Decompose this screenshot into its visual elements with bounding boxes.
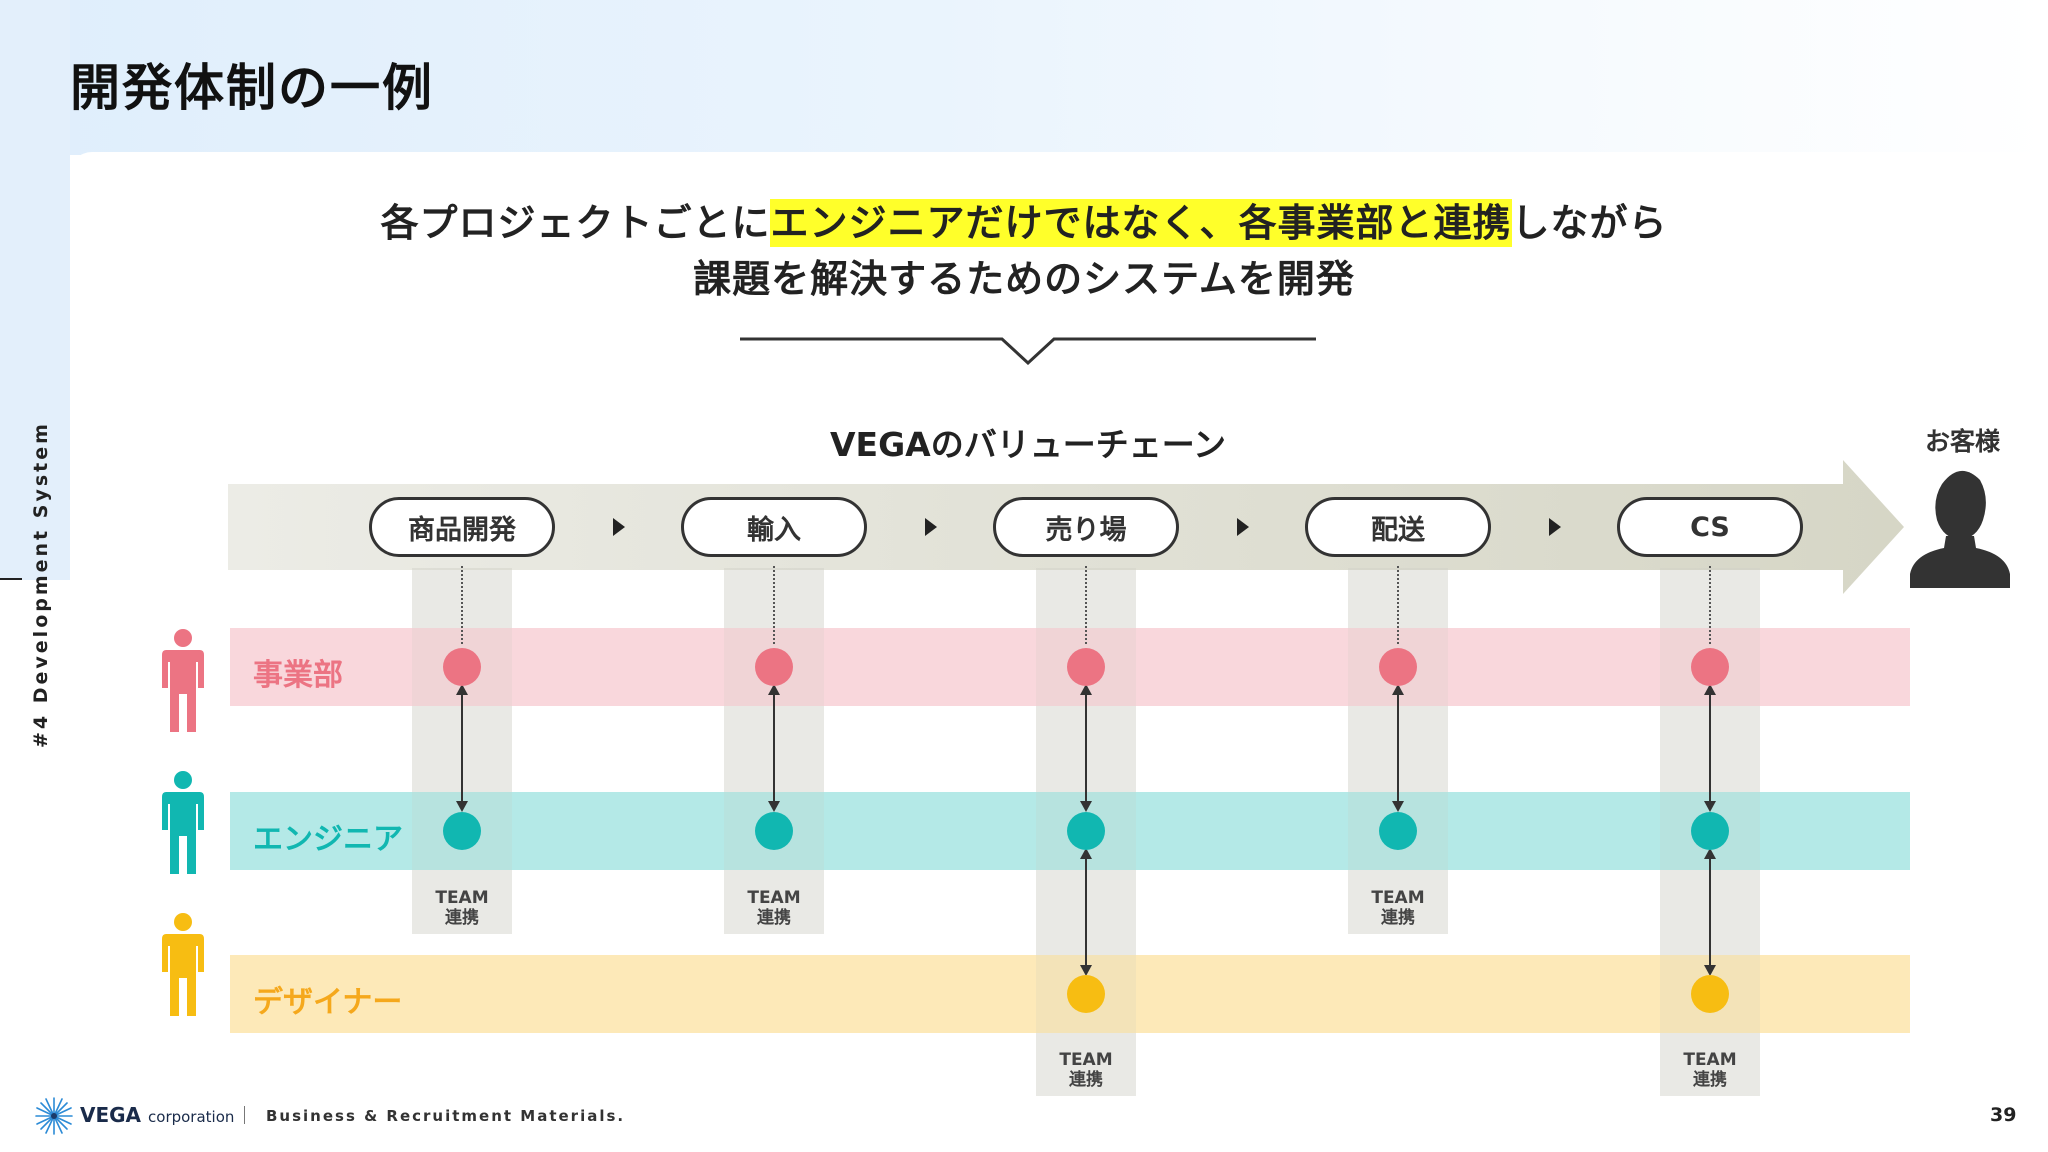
side-section-label: #4 Development System	[30, 421, 52, 748]
team-label-5-line1: TEAM	[1683, 1050, 1737, 1070]
value-chain-title: VEGAのバリューチェーン	[830, 425, 1227, 464]
arrowhead-up-1a	[456, 684, 468, 695]
business-dot-3	[1067, 648, 1105, 686]
arrowhead-down-1a	[456, 801, 468, 812]
headline-highlight: エンジニアだけではなく、各事業部と連携	[770, 199, 1512, 247]
arrowhead-up-4a	[1392, 684, 1404, 695]
arrowhead-down-2a	[768, 801, 780, 812]
arrowhead-up-5a	[1704, 684, 1716, 695]
business-dot-5	[1691, 648, 1729, 686]
arrowhead-up-3a	[1080, 684, 1092, 695]
team-label-1: TEAM 連携	[412, 888, 512, 928]
customer-label: お客様	[1925, 427, 2001, 456]
dotted-line-4	[1397, 566, 1399, 644]
stage-arrow-4	[1549, 518, 1561, 536]
team-label-2: TEAM 連携	[724, 888, 824, 928]
row-label-designer: デザイナー	[253, 985, 403, 1020]
engineer-dot-3	[1067, 812, 1105, 850]
team-label-1-line2: 連携	[445, 908, 479, 928]
connector-biz-eng-2	[773, 684, 775, 810]
arrowhead-up-3b	[1080, 848, 1092, 859]
business-dot-1	[443, 648, 481, 686]
team-label-3-line1: TEAM	[1059, 1050, 1113, 1070]
dotted-line-1	[461, 566, 463, 644]
engineer-dot-2	[755, 812, 793, 850]
side-tick	[0, 578, 22, 580]
team-label-4-line1: TEAM	[1371, 888, 1425, 908]
engineer-dot-4	[1379, 812, 1417, 850]
team-label-4-line2: 連携	[1381, 908, 1415, 928]
connector-biz-eng-3	[1085, 684, 1087, 810]
team-label-1-line1: TEAM	[435, 888, 489, 908]
footer-brand: VEGA corporation	[80, 1103, 234, 1127]
row-label-business: 事業部	[253, 658, 343, 693]
engineer-dot-5	[1691, 812, 1729, 850]
connector-eng-des-5	[1709, 848, 1711, 974]
side-background	[0, 0, 70, 580]
customer-icon	[1910, 470, 2010, 588]
stage-cs: CS	[1617, 497, 1803, 557]
arrowhead-down-3a	[1080, 801, 1092, 812]
team-label-3-line2: 連携	[1069, 1070, 1103, 1090]
business-dot-2	[755, 648, 793, 686]
row-label-engineer: エンジニア	[253, 822, 403, 857]
designer-dot-3	[1067, 975, 1105, 1013]
connector-biz-eng-4	[1397, 684, 1399, 810]
stage-product-dev: 商品開発	[369, 497, 555, 557]
chevron-divider	[740, 337, 1316, 365]
footer-brand-name: VEGA	[80, 1103, 142, 1127]
headline-line2: 課題を解決するためのシステムを開発	[693, 257, 1355, 301]
arrowhead-down-5b	[1704, 965, 1716, 976]
business-dot-4	[1379, 648, 1417, 686]
stage-import: 輸入	[681, 497, 867, 557]
team-label-3: TEAM 連携	[1036, 1050, 1136, 1090]
page-title: 開発体制の一例	[70, 59, 434, 117]
arrowhead-down-4a	[1392, 801, 1404, 812]
vega-logo-icon	[35, 1097, 73, 1135]
footer-brand-suffix: corporation	[148, 1108, 235, 1126]
team-label-2-line1: TEAM	[747, 888, 801, 908]
engineer-person-icon	[162, 771, 204, 874]
stage-arrow-3	[1237, 518, 1249, 536]
page-number: 39	[1990, 1104, 2017, 1126]
footer-separator	[244, 1106, 245, 1124]
team-label-5-line2: 連携	[1693, 1070, 1727, 1090]
team-label-5: TEAM 連携	[1660, 1050, 1760, 1090]
headline-pre: 各プロジェクトごとに	[380, 201, 771, 245]
arrowhead-down-3b	[1080, 965, 1092, 976]
stage-arrow-1	[613, 518, 625, 536]
dotted-line-3	[1085, 566, 1087, 644]
designer-dot-5	[1691, 975, 1729, 1013]
headline-line1: 各プロジェクトごとにエンジニアだけではなく、各事業部と連携しながら	[0, 192, 2048, 247]
arrowhead-down-5a	[1704, 801, 1716, 812]
stage-arrow-2	[925, 518, 937, 536]
arrowhead-up-5b	[1704, 848, 1716, 859]
stage-sales-floor: 売り場	[993, 497, 1179, 557]
stage-delivery: 配送	[1305, 497, 1491, 557]
connector-eng-des-3	[1085, 848, 1087, 974]
team-label-4: TEAM 連携	[1348, 888, 1448, 928]
engineer-dot-1	[443, 812, 481, 850]
team-label-2-line2: 連携	[757, 908, 791, 928]
footer-text: Business & Recruitment Materials.	[266, 1107, 626, 1125]
chevron-divider-line	[740, 337, 1316, 365]
connector-biz-eng-1	[461, 684, 463, 810]
arrowhead-up-2a	[768, 684, 780, 695]
content-card	[70, 152, 2048, 1092]
dotted-line-2	[773, 566, 775, 644]
designer-person-icon	[162, 913, 204, 1016]
business-person-icon	[162, 629, 204, 732]
header-background	[0, 0, 2048, 155]
headline-post: しながら	[1511, 201, 1668, 245]
connector-biz-eng-5	[1709, 684, 1711, 810]
dotted-line-5	[1709, 566, 1711, 644]
